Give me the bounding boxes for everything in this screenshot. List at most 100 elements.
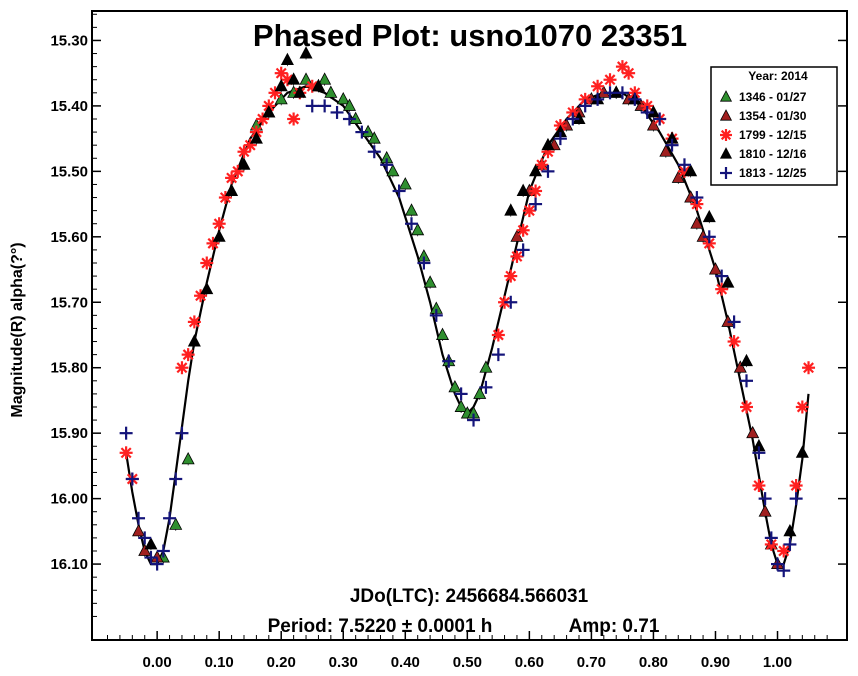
data-point: [249, 131, 263, 144]
y-axis-label: Magnitude(R) alpha(?°): [9, 242, 26, 417]
data-point: [200, 256, 214, 270]
data-point: [287, 72, 301, 85]
legend-entry: 1799 - 12/15: [739, 128, 807, 142]
amplitude-annotation: Amp: 0.71: [569, 616, 660, 637]
y-tick-label: 15.70: [50, 294, 88, 311]
series-2: [132, 85, 785, 571]
data-point: [615, 86, 629, 100]
y-tick-label: 15.80: [50, 360, 88, 377]
legend-entry: 1354 - 01/30: [739, 109, 807, 123]
data-point: [665, 138, 679, 152]
x-tick-label: 1.00: [763, 654, 792, 671]
data-point: [764, 531, 778, 545]
data-point: [429, 308, 443, 322]
x-tick-label: 0.30: [329, 654, 358, 671]
data-point: [175, 426, 189, 440]
legend-title: Year: 2014: [748, 69, 808, 83]
fourier-fit-curve: [125, 85, 810, 566]
data-point: [739, 374, 753, 388]
data-point: [795, 400, 809, 414]
data-point: [138, 531, 152, 545]
data-point: [479, 380, 493, 394]
data-point: [336, 92, 350, 105]
x-tick-label: 0.70: [577, 654, 606, 671]
data-point: [802, 361, 816, 375]
fourier-fit-layer: [125, 85, 810, 566]
data-point: [212, 217, 226, 231]
legend-entry: 1813 - 12/25: [739, 166, 807, 180]
data-point: [591, 79, 605, 93]
data-point: [287, 112, 301, 126]
data-point: [721, 275, 735, 288]
data-point: [715, 269, 729, 283]
data-point: [398, 177, 412, 190]
data-point: [640, 105, 654, 119]
data-point: [653, 112, 667, 126]
data-point: [125, 472, 139, 486]
y-tick-label: 15.60: [50, 229, 88, 246]
y-tick-label: 15.90: [50, 425, 88, 442]
data-point: [138, 543, 152, 556]
x-tick-label: 0.00: [143, 654, 172, 671]
x-tick-label: 0.90: [701, 654, 730, 671]
data-point: [516, 223, 530, 237]
legend-entry: 1346 - 01/27: [739, 90, 807, 104]
data-point: [739, 400, 753, 414]
data-point: [529, 197, 543, 211]
data-point: [169, 472, 183, 486]
data-point: [746, 425, 760, 439]
data-point: [473, 386, 487, 399]
data-point: [615, 60, 629, 74]
x-tick-label: 0.50: [453, 654, 482, 671]
data-point: [727, 315, 741, 329]
data-point: [628, 92, 642, 106]
data-point: [318, 99, 332, 113]
data-point: [777, 564, 791, 578]
data-point: [646, 118, 660, 131]
data-point: [529, 164, 543, 177]
y-tick-label: 15.40: [50, 98, 88, 115]
data-point: [150, 557, 164, 571]
data-point: [305, 99, 319, 113]
data-point: [522, 204, 536, 218]
y-tick-label: 15.50: [50, 163, 88, 180]
x-axis: 0.00 0.10 0.20 0.30 0.40 0.50 0.60 0.70 0.80 0.90…: [107, 631, 828, 671]
data-point: [677, 158, 691, 172]
data-point: [274, 78, 288, 92]
data-point: [274, 92, 288, 105]
data-point: [566, 112, 580, 126]
data-point: [510, 229, 524, 242]
data-point: [659, 144, 673, 157]
legend-marker: [720, 129, 732, 141]
data-point: [175, 361, 189, 375]
legend-marker: [719, 90, 733, 102]
y-axis: 15.30 15.40 15.50 15.60 15.70 15.80 15.90 16.00…: [50, 13, 847, 617]
data-point: [132, 523, 146, 537]
data-point: [442, 354, 456, 368]
data-point: [777, 544, 791, 558]
data-point: [318, 72, 332, 85]
plot-area: [91, 10, 848, 641]
series-4: [144, 46, 809, 551]
data-point: [144, 551, 158, 565]
data-point: [119, 426, 133, 440]
data-point: [448, 379, 462, 393]
data-point: [342, 98, 356, 111]
data-point: [262, 105, 276, 118]
data-point: [553, 132, 567, 146]
data-point: [386, 164, 400, 177]
epoch-annotation: JDo(LTC): 2456684.566031: [350, 586, 589, 607]
y-tick-label: 16.00: [50, 491, 88, 508]
data-point: [491, 348, 505, 362]
data-point: [504, 295, 518, 309]
data-point: [684, 164, 698, 177]
x-tick-label: 0.10: [205, 654, 234, 671]
data-point: [578, 99, 592, 113]
data-point: [454, 399, 468, 412]
data-point: [156, 544, 170, 558]
data-point: [417, 256, 431, 270]
x-tick-label: 0.20: [267, 654, 296, 671]
data-points-layer: [119, 46, 816, 578]
data-point: [237, 157, 251, 170]
